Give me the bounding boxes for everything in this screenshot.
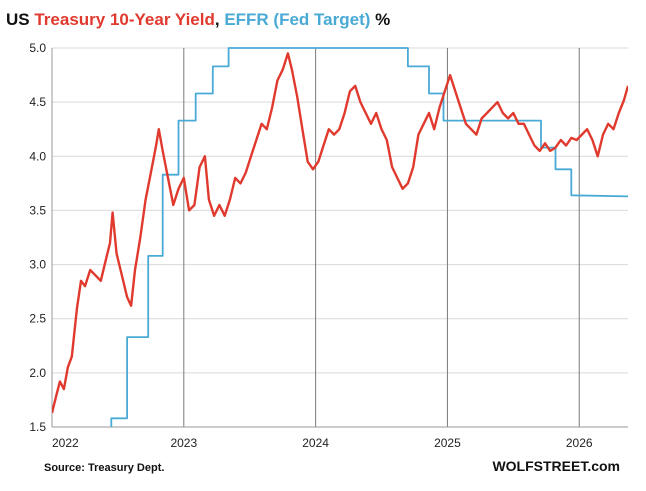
y-tick-label: 1.5 <box>29 420 46 434</box>
y-tick-label: 5.0 <box>29 41 46 55</box>
x-tick-label: 2026 <box>566 436 593 450</box>
x-tick-label: 2024 <box>302 436 329 450</box>
treasury-yield-line <box>52 52 628 414</box>
title-us: US <box>6 10 30 29</box>
y-tick-label: 2.5 <box>29 312 46 326</box>
chart-title: US Treasury 10-Year Yield, EFFR (Fed Tar… <box>6 10 390 30</box>
source-note: Source: Treasury Dept. <box>44 462 165 474</box>
effr-line <box>110 47 628 427</box>
y-tick-label: 2.0 <box>29 366 46 380</box>
x-tick-label: 2023 <box>170 436 197 450</box>
title-separator: , <box>214 10 225 29</box>
title-percent: % <box>375 10 391 29</box>
x-tick-label: 2022 <box>52 436 79 450</box>
y-tick-label: 3.5 <box>29 203 46 217</box>
y-tick-label: 3.0 <box>29 258 46 272</box>
y-tick-label: 4.0 <box>29 149 46 163</box>
y-tick-label: 4.5 <box>29 95 46 109</box>
brand-label: WOLFSTREET.com <box>492 458 620 474</box>
x-tick-label: 2025 <box>434 436 461 450</box>
title-treasury: Treasury 10-Year Yield <box>34 10 215 29</box>
title-effr: EFFR (Fed Target) <box>224 10 371 29</box>
